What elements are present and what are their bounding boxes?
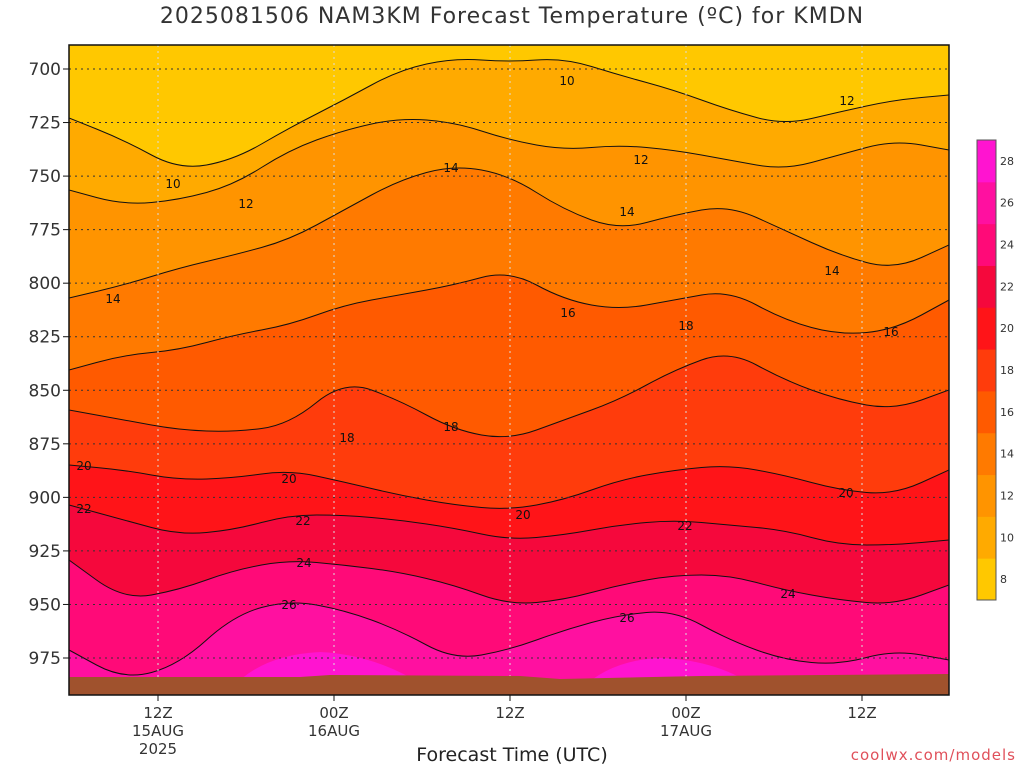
y-tick-label: 700 [29,60,61,80]
colorbar-label: 20 [1000,322,1014,335]
contour-label: 18 [443,420,458,434]
contour-label: 14 [105,292,120,306]
y-tick-label: 850 [29,381,61,401]
colorbar-label: 14 [1000,448,1014,461]
contour-label: 14 [824,264,839,278]
contour-label: 20 [281,472,296,486]
y-tick-label: 875 [29,435,61,455]
x-tick-hour: 12Z [847,704,876,722]
chart-title: 2025081506 NAM3KM Forecast Temperature (… [159,4,865,29]
contour-label: 18 [678,319,693,333]
colorbar-segment [977,516,996,559]
colorbar-segment [977,307,996,350]
contour-lines [69,59,949,676]
colorbar-label: 18 [1000,364,1014,377]
contour-label: 20 [838,486,853,500]
x-tick-hour: 00Z [319,704,348,722]
colorbar-segment [977,140,996,183]
contour-line [69,274,949,371]
plot-frame [68,44,950,696]
contour-label: 16 [560,306,575,320]
y-tick-label: 925 [29,542,61,562]
contour-line [69,464,949,509]
colorbar-segment [977,558,996,601]
colorbar-label: 10 [1000,531,1014,544]
contour-label: 12 [839,94,854,108]
colorbar-segment [977,432,996,476]
colorbar-label: 28 [1000,155,1014,168]
contour-line [69,602,949,676]
colorbar-frame [976,139,997,601]
contour-label: 14 [619,205,634,219]
contour-line [69,167,949,299]
x-tick-hour: 00Z [671,704,700,722]
x-tick-hour: 12Z [143,704,172,722]
contour-label: 24 [296,556,311,570]
contour-label: 22 [677,519,692,533]
y-tick-label: 900 [29,488,61,508]
x-tick-date: 17AUG [660,722,712,740]
y-tick-label: 825 [29,328,61,348]
contour-label: 26 [619,611,634,625]
colorbar-segment [977,265,996,308]
colorbar-segment [977,474,996,517]
contour-label: 16 [883,325,898,339]
contour-label: 20 [76,459,91,473]
y-axis: 700 725 750 775 800 825 850 875 900 925 950 975 [29,60,69,669]
colorbar-label: 8 [1000,573,1007,586]
colorbar-label: 24 [1000,239,1014,252]
y-tick-label: 725 [29,114,61,134]
contour-label: 10 [559,74,574,88]
contour-label: 22 [76,502,91,516]
contour-label: 12 [633,153,648,167]
colorbar-label: 26 [1000,197,1014,210]
x-axis-label: Forecast Time (UTC) [416,744,608,766]
grid-lines [69,45,949,695]
contour-line [69,559,949,604]
contour-label: 26 [281,598,296,612]
contour-line [69,119,949,204]
contour-label: 14 [443,161,458,175]
contour-line [69,59,949,167]
contour-label: 12 [238,197,253,211]
terrain-ground [69,674,949,695]
colorbar-segment [977,181,996,225]
contour-line [69,504,949,546]
x-tick-year: 2025 [139,740,177,758]
y-tick-label: 800 [29,274,61,294]
y-tick-label: 775 [29,221,61,241]
x-tick-hour: 12Z [495,704,524,722]
colorbar-segment [977,390,996,434]
contour-label: 24 [780,587,795,601]
contour-label: 20 [515,508,530,522]
colorbar: 8 10 12 14 16 18 20 22 24 26 28 [976,139,1014,601]
y-tick-label: 950 [29,595,61,615]
contour-labels: 10 10 12 12 12 14 14 14 14 16 16 18 18 18 20 20 20 20 22 22… [76,74,898,625]
contour-line [69,355,949,438]
y-tick-label: 975 [29,649,61,669]
colorbar-label: 22 [1000,280,1014,293]
colorbar-segment [977,223,996,266]
contour-label: 10 [165,177,180,191]
colorbar-label: 16 [1000,406,1014,419]
contour-label: 18 [339,431,354,445]
colorbar-segment [977,349,996,392]
temperature-bands [69,45,949,695]
x-tick-date: 16AUG [308,722,360,740]
colorbar-label: 12 [1000,489,1014,502]
y-tick-label: 750 [29,167,61,187]
x-tick-date: 15AUG [132,722,184,740]
credit-link[interactable]: coolwx.com/models [850,746,1016,764]
contour-label: 22 [295,514,310,528]
